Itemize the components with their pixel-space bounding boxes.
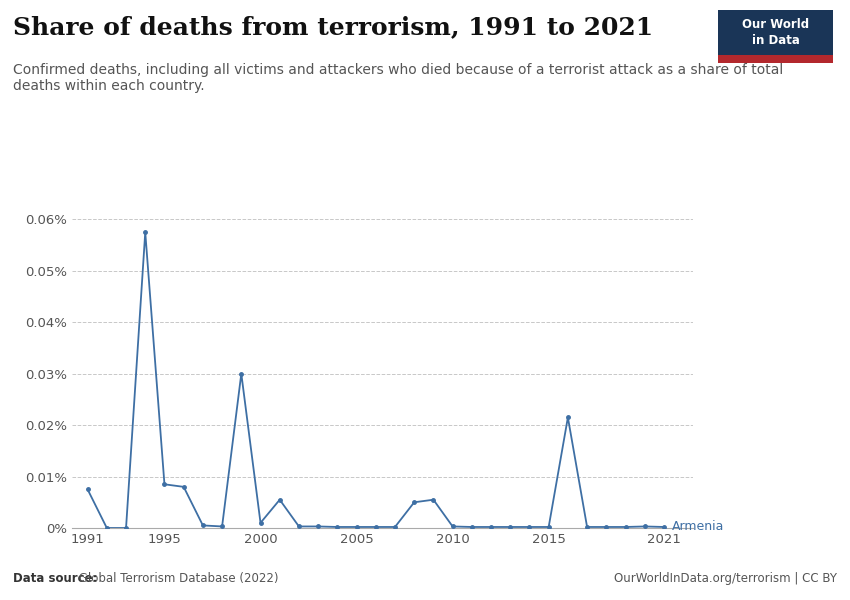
Text: Confirmed deaths, including all victims and attackers who died because of a terr: Confirmed deaths, including all victims …: [13, 63, 783, 93]
Text: Our World
in Data: Our World in Data: [742, 18, 809, 47]
Text: Armenia: Armenia: [672, 520, 724, 533]
Text: OurWorldInData.org/terrorism | CC BY: OurWorldInData.org/terrorism | CC BY: [615, 572, 837, 585]
Text: Global Terrorism Database (2022): Global Terrorism Database (2022): [75, 572, 278, 585]
Text: Share of deaths from terrorism, 1991 to 2021: Share of deaths from terrorism, 1991 to …: [13, 15, 653, 39]
Text: Data source:: Data source:: [13, 572, 97, 585]
